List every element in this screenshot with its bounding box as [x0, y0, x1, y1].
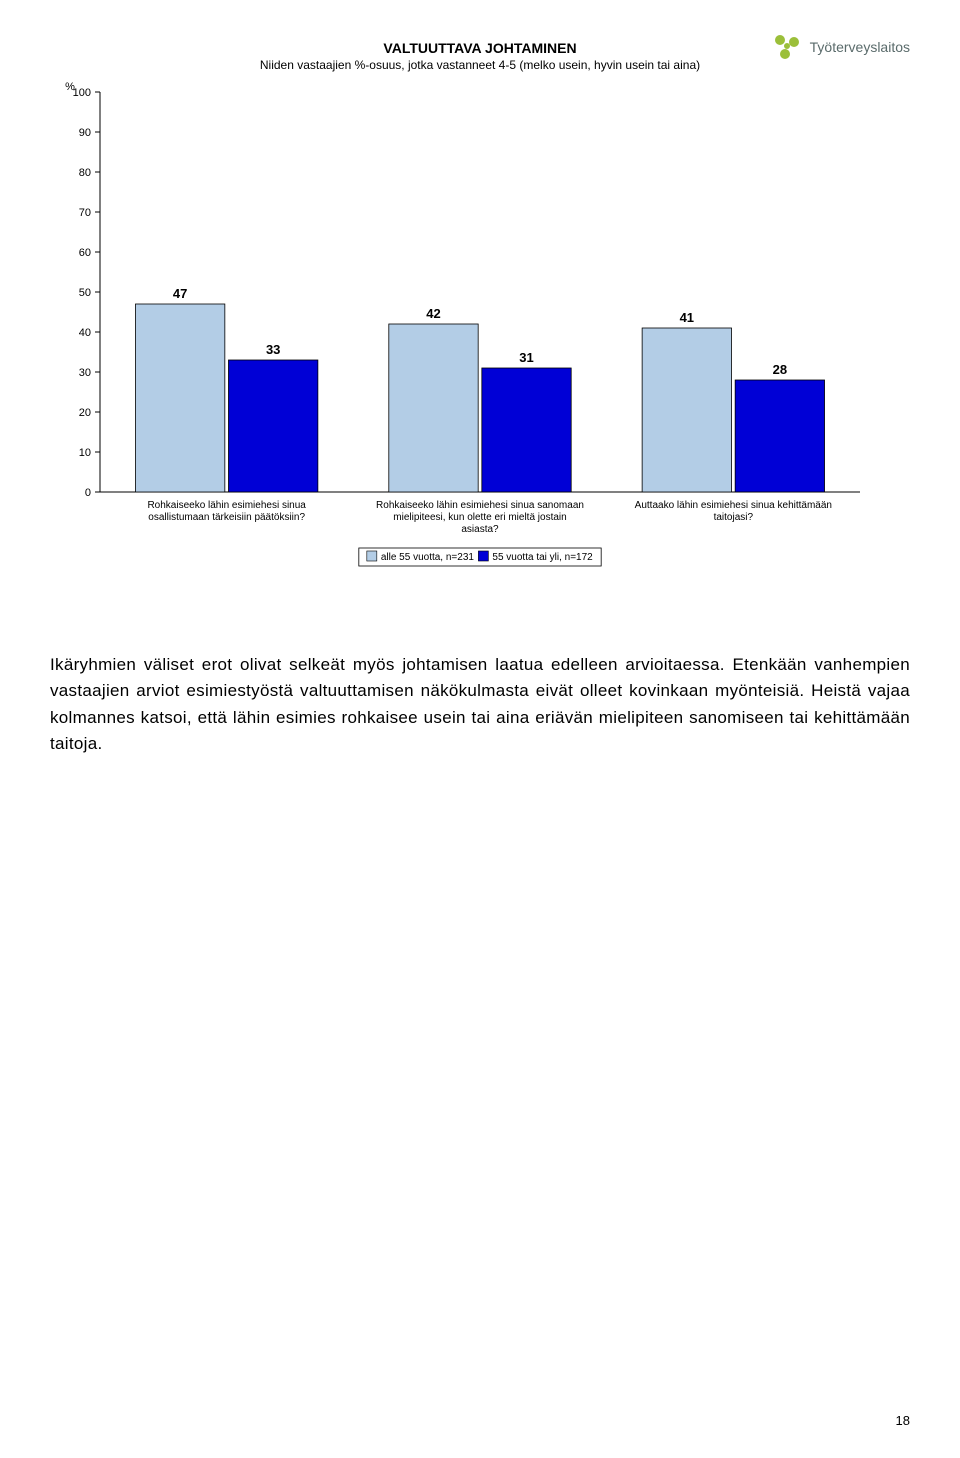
svg-text:20: 20	[79, 407, 91, 419]
svg-text:80: 80	[79, 167, 91, 179]
svg-text:42: 42	[426, 306, 440, 321]
svg-text:40: 40	[79, 327, 91, 339]
svg-text:Rohkaiseeko lähin esimiehesi s: Rohkaiseeko lähin esimiehesi sinuaosalli…	[147, 500, 306, 523]
svg-text:47: 47	[173, 286, 187, 301]
svg-text:31: 31	[519, 350, 533, 365]
svg-text:33: 33	[266, 342, 280, 357]
svg-text:Rohkaiseeko lähin esimiehesi s: Rohkaiseeko lähin esimiehesi sinua sanom…	[376, 500, 584, 535]
svg-text:41: 41	[680, 310, 694, 325]
svg-text:60: 60	[79, 247, 91, 259]
svg-text:28: 28	[773, 362, 787, 377]
svg-text:100: 100	[73, 87, 91, 99]
svg-text:10: 10	[79, 447, 91, 459]
svg-text:alle 55 vuotta, n=231: alle 55 vuotta, n=231	[381, 552, 475, 563]
bar-chart-svg: %01020304050607080901004733Rohkaiseeko l…	[50, 82, 880, 612]
page-number: 18	[896, 1413, 910, 1428]
svg-text:50: 50	[79, 287, 91, 299]
svg-text:0: 0	[85, 487, 91, 499]
svg-text:55 vuotta tai yli, n=172: 55 vuotta tai yli, n=172	[492, 552, 593, 563]
bar-chart: %01020304050607080901004733Rohkaiseeko l…	[50, 82, 910, 612]
chart-header: VALTUUTTAVA JOHTAMINEN Niiden vastaajien…	[50, 40, 910, 72]
svg-text:30: 30	[79, 367, 91, 379]
logo-text: Työterveyslaitos	[810, 39, 910, 55]
svg-text:Auttaako lähin esimiehesi sinu: Auttaako lähin esimiehesi sinua kehittäm…	[635, 500, 832, 523]
svg-text:90: 90	[79, 127, 91, 139]
body-paragraph: Ikäryhmien väliset erot olivat selkeät m…	[50, 652, 910, 757]
logo-icon	[770, 30, 804, 64]
svg-text:70: 70	[79, 207, 91, 219]
brand-logo: Työterveyslaitos	[770, 30, 910, 64]
